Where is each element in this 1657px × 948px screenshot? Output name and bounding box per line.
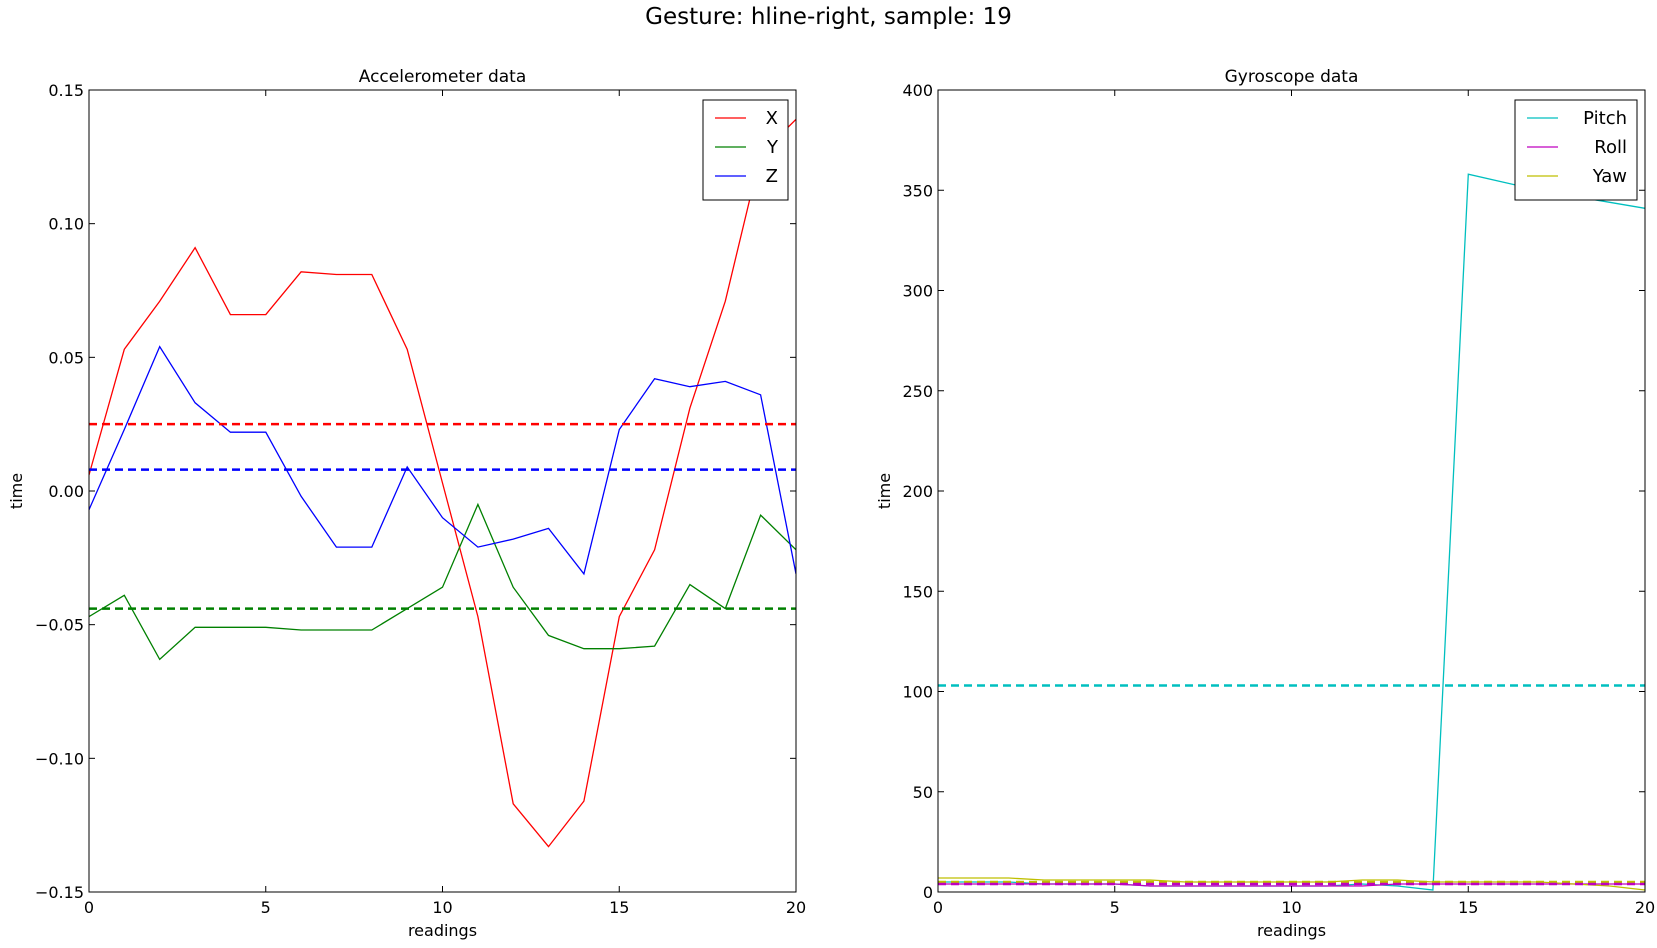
legend-label-yaw: Yaw [1592, 166, 1627, 187]
legend-label-z: Z [766, 166, 778, 187]
y-tick-label: −0.15 [35, 883, 84, 902]
y-tick-label: 200 [902, 482, 933, 501]
x-tick-label: 20 [1635, 898, 1655, 917]
y-tick-label: 300 [902, 282, 933, 301]
x-tick-label: 5 [1110, 898, 1120, 917]
series-line-y [89, 502, 796, 661]
x-tick-label: 0 [84, 898, 94, 917]
legend: Pitch Roll Yaw [1514, 99, 1638, 201]
subplot-title: Accelerometer data [359, 67, 527, 87]
y-tick-label: 150 [902, 582, 933, 601]
y-tick-label: 0.15 [48, 81, 84, 100]
y-tick-label: 0.05 [48, 348, 84, 367]
x-tick-label: 15 [1458, 898, 1478, 917]
y-tick-label: 250 [902, 382, 933, 401]
x-tick-label: 10 [1281, 898, 1301, 917]
legend-box [702, 99, 789, 201]
subplot-2: 0 5 10 15 20050100150200250300350400Gyroscop… [875, 67, 1655, 940]
x-tick-label: 0 [933, 898, 943, 917]
x-axis-label: readings [1257, 921, 1326, 940]
figure-title: Gesture: hline-right, sample: 19 [645, 4, 1012, 30]
y-axis-label: time [875, 473, 894, 509]
subplot-title: Gyroscope data [1225, 67, 1359, 87]
y-tick-label: 0 [923, 883, 933, 902]
y-tick-label: 50 [913, 783, 933, 802]
legend-label-y: Y [766, 137, 779, 158]
y-axis-label: time [7, 473, 26, 509]
legend-box [1514, 99, 1638, 201]
y-tick-label: 0.10 [48, 215, 84, 234]
legend: XYZ [702, 99, 789, 201]
y-tick-label: 100 [902, 683, 933, 702]
legend-label-pitch: Pitch [1583, 108, 1627, 129]
axes-frame [937, 89, 1646, 893]
subplot-1: 0 5 10 15 20 −0.15 −0.10 −0.05 0.00 0.05 0.10 0.15 A… [7, 67, 806, 940]
axes-frame [88, 89, 797, 893]
x-tick-label: 5 [261, 898, 271, 917]
x-tick-label: 15 [609, 898, 629, 917]
series-line-x [89, 118, 796, 848]
legend-label-x: X [766, 108, 778, 129]
y-tick-label: −0.05 [35, 616, 84, 635]
x-axis-label: readings [408, 921, 477, 940]
series-line-z [89, 345, 796, 576]
y-tick-label: 0.00 [48, 482, 84, 501]
y-tick-label: −0.10 [35, 749, 84, 768]
legend-label-roll: Roll [1594, 137, 1627, 158]
y-tick-label: 400 [902, 81, 933, 100]
y-tick-label: 350 [902, 181, 933, 200]
x-tick-label: 10 [432, 898, 452, 917]
x-tick-label: 20 [786, 898, 806, 917]
series-line-pitch [938, 173, 1645, 891]
